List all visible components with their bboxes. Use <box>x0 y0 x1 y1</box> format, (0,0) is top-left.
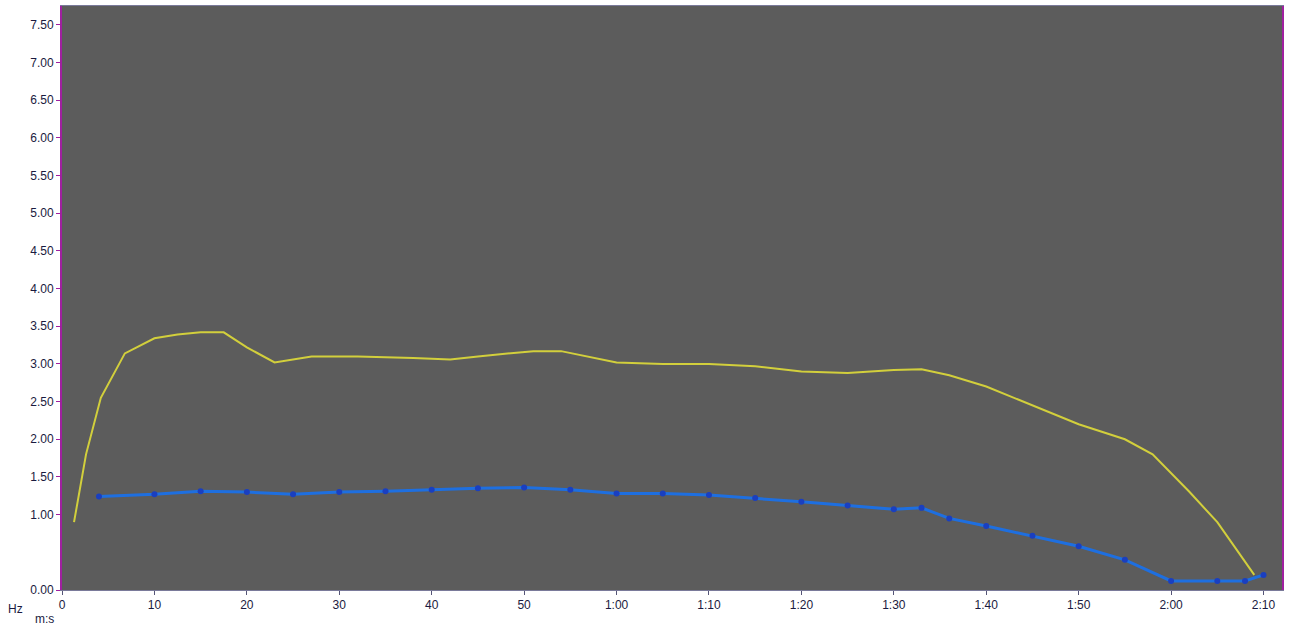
svg-text:6.50: 6.50 <box>30 93 54 107</box>
svg-text:10: 10 <box>148 598 162 612</box>
svg-text:20: 20 <box>240 598 254 612</box>
svg-text:1.50: 1.50 <box>30 470 54 484</box>
svg-text:0.00: 0.00 <box>30 583 54 597</box>
svg-text:4.00: 4.00 <box>30 282 54 296</box>
svg-text:40: 40 <box>425 598 439 612</box>
svg-text:1:30: 1:30 <box>882 598 906 612</box>
svg-text:50: 50 <box>517 598 531 612</box>
svg-text:7.50: 7.50 <box>30 18 54 32</box>
svg-text:3.00: 3.00 <box>30 357 54 371</box>
svg-text:2:10: 2:10 <box>1252 598 1276 612</box>
svg-text:4.50: 4.50 <box>30 244 54 258</box>
svg-text:1:40: 1:40 <box>975 598 999 612</box>
svg-text:Hz: Hz <box>8 602 23 616</box>
svg-text:1:50: 1:50 <box>1067 598 1091 612</box>
svg-text:2.50: 2.50 <box>30 395 54 409</box>
svg-text:6.00: 6.00 <box>30 131 54 145</box>
svg-text:5.00: 5.00 <box>30 206 54 220</box>
svg-text:2.00: 2.00 <box>30 432 54 446</box>
svg-text:7.00: 7.00 <box>30 56 54 70</box>
svg-text:0: 0 <box>59 598 66 612</box>
svg-text:5.50: 5.50 <box>30 169 54 183</box>
svg-text:1:00: 1:00 <box>605 598 629 612</box>
svg-text:1:10: 1:10 <box>697 598 721 612</box>
svg-text:1.00: 1.00 <box>30 508 54 522</box>
svg-text:1:20: 1:20 <box>790 598 814 612</box>
svg-text:2:00: 2:00 <box>1159 598 1183 612</box>
svg-text:m:s: m:s <box>35 612 54 626</box>
svg-text:3.50: 3.50 <box>30 319 54 333</box>
svg-text:30: 30 <box>333 598 347 612</box>
